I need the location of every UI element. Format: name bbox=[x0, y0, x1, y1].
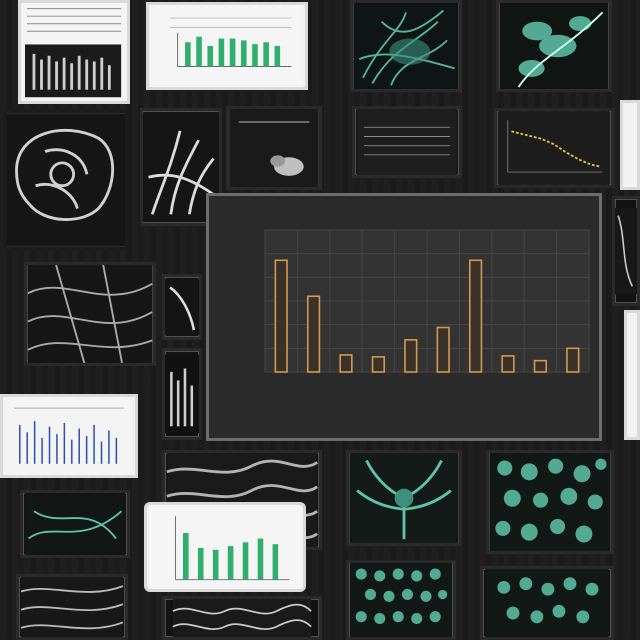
thumbnail-gray-mesh[interactable] bbox=[16, 574, 128, 640]
bar-1 bbox=[274, 259, 288, 373]
bar-4 bbox=[371, 356, 386, 373]
main-chart-panel[interactable] bbox=[206, 193, 602, 441]
thumbnail-vertical-bars[interactable] bbox=[162, 348, 202, 440]
thumbnail-teal-cells[interactable] bbox=[486, 450, 614, 554]
thumbnail-teal-grid[interactable] bbox=[346, 560, 456, 640]
thumbnail-bar-chart-table[interactable] bbox=[18, 0, 130, 104]
bar-5 bbox=[404, 339, 418, 373]
thumbnail-dark-waveform[interactable] bbox=[352, 106, 462, 178]
bar-2 bbox=[306, 295, 321, 373]
thumbnail-green-bar-chart[interactable] bbox=[146, 2, 308, 90]
thumbnail-brain-xray[interactable] bbox=[4, 110, 128, 250]
thumbnail-3d-molecule[interactable] bbox=[496, 0, 612, 92]
chart-bars bbox=[274, 259, 580, 373]
thumbnail-small-specimen[interactable] bbox=[162, 274, 202, 340]
main-bar-chart bbox=[264, 229, 590, 373]
thumbnail-dark-plot-specimen[interactable] bbox=[226, 106, 322, 190]
thumbnail-green-striped-bars[interactable] bbox=[144, 502, 306, 592]
bar-6 bbox=[436, 326, 450, 373]
thumbnail-teal-swirl[interactable] bbox=[480, 566, 614, 640]
thumbnail-teal-neuron-render[interactable] bbox=[350, 0, 462, 92]
thumbnail-blue-signal-chart[interactable] bbox=[0, 394, 138, 478]
thumbnail-gray-scales[interactable] bbox=[162, 596, 322, 640]
bar-10 bbox=[566, 347, 580, 373]
thumbnail-right-edge-mid[interactable] bbox=[612, 196, 640, 306]
thumbnail-teal-fibers[interactable] bbox=[20, 490, 130, 558]
thumbnail-yellow-line-chart[interactable] bbox=[494, 108, 614, 188]
thumbnail-right-edge-bottom[interactable] bbox=[624, 310, 640, 440]
thumbnail-tissue-lattice[interactable] bbox=[24, 262, 156, 366]
bar-7 bbox=[468, 259, 483, 373]
bar-9 bbox=[533, 359, 548, 373]
thumbnail-teal-branch[interactable] bbox=[346, 450, 462, 546]
bar-8 bbox=[501, 355, 515, 373]
thumbnail-right-edge-top[interactable] bbox=[620, 100, 640, 190]
bar-3 bbox=[339, 354, 353, 373]
